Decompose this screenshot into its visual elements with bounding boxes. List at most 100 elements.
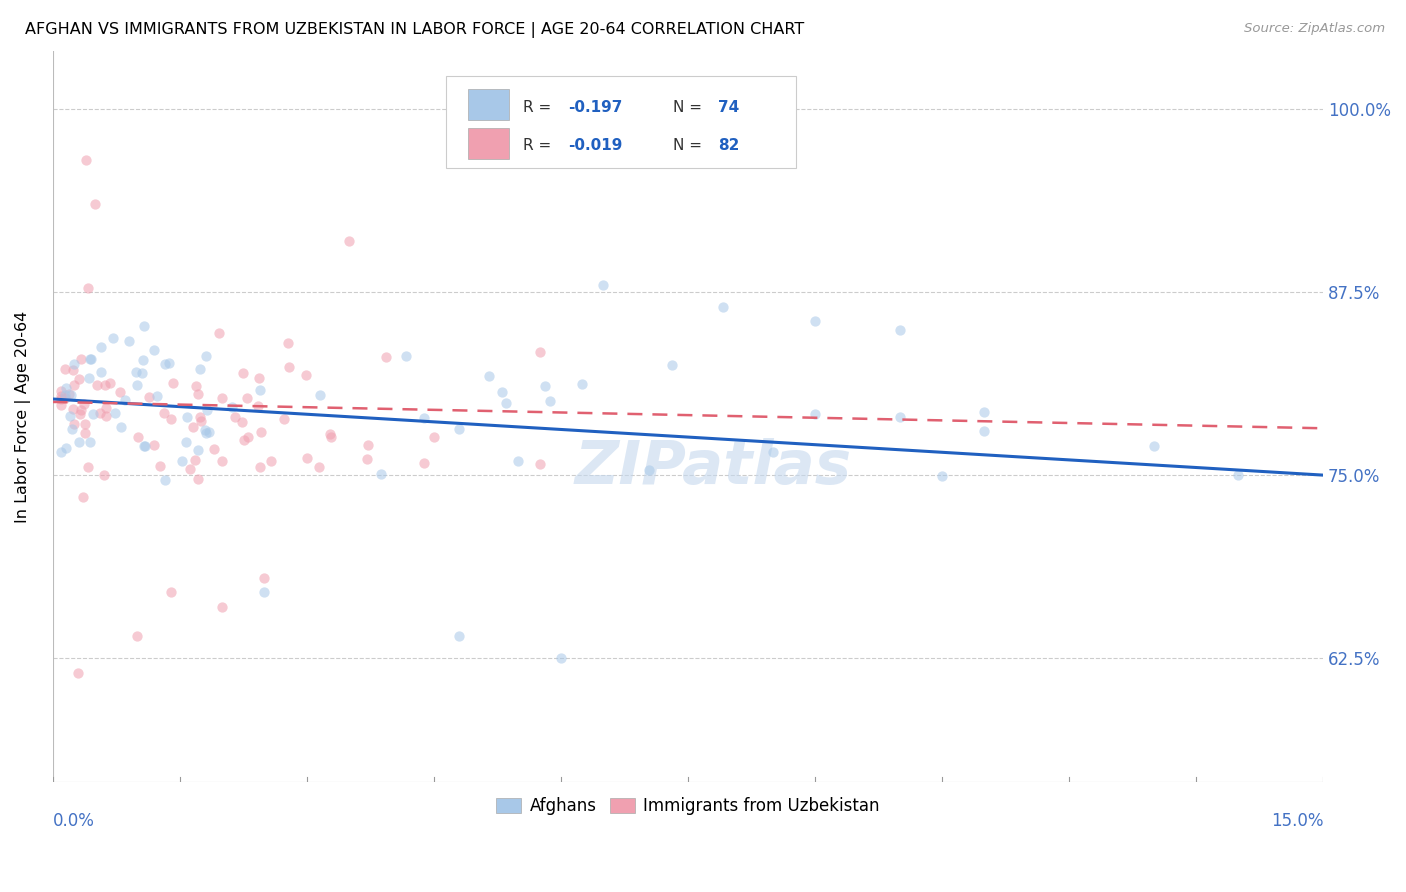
Point bbox=[1143, 439, 1166, 453]
Point bbox=[190, 413, 212, 427]
Text: 0.0%: 0.0% bbox=[52, 812, 94, 830]
Point bbox=[49, 389, 72, 403]
Text: N =: N = bbox=[672, 100, 706, 114]
Point bbox=[60, 422, 83, 436]
Point bbox=[86, 378, 108, 392]
Point bbox=[211, 391, 233, 405]
Point bbox=[202, 442, 225, 457]
Point bbox=[76, 460, 98, 475]
Text: -0.019: -0.019 bbox=[568, 138, 623, 153]
Point bbox=[449, 629, 471, 643]
Point bbox=[153, 473, 176, 487]
Point bbox=[179, 462, 201, 476]
Point bbox=[638, 463, 661, 477]
Point bbox=[89, 406, 111, 420]
Point bbox=[160, 412, 183, 426]
Point bbox=[413, 410, 436, 425]
Point bbox=[253, 585, 276, 599]
Point bbox=[236, 430, 259, 444]
Point bbox=[66, 665, 89, 680]
Point bbox=[114, 393, 136, 408]
Point bbox=[174, 434, 197, 449]
Point bbox=[170, 453, 193, 467]
Point bbox=[77, 371, 100, 385]
Point bbox=[249, 384, 271, 398]
Point bbox=[76, 281, 98, 295]
Point bbox=[889, 409, 911, 424]
Point bbox=[80, 352, 103, 367]
Point bbox=[534, 379, 557, 393]
Point bbox=[75, 153, 97, 168]
Point bbox=[69, 352, 91, 367]
Point bbox=[149, 458, 172, 473]
Point bbox=[62, 363, 84, 377]
Point bbox=[247, 371, 270, 385]
Point bbox=[59, 388, 82, 402]
FancyBboxPatch shape bbox=[468, 89, 509, 120]
Point bbox=[101, 331, 124, 345]
Point bbox=[592, 277, 614, 292]
Point bbox=[132, 318, 155, 333]
Point bbox=[72, 397, 94, 411]
Point bbox=[143, 438, 166, 452]
FancyBboxPatch shape bbox=[447, 77, 796, 168]
Point bbox=[973, 405, 995, 419]
Point bbox=[82, 407, 104, 421]
Text: N =: N = bbox=[672, 138, 706, 153]
Point bbox=[134, 439, 156, 453]
Point bbox=[63, 417, 86, 431]
Point bbox=[309, 388, 332, 402]
Point bbox=[529, 457, 551, 471]
Point bbox=[143, 343, 166, 357]
Point bbox=[232, 366, 254, 380]
Point bbox=[83, 197, 105, 211]
Point bbox=[508, 453, 530, 467]
Point bbox=[94, 409, 117, 423]
Point bbox=[194, 423, 217, 437]
Text: 74: 74 bbox=[718, 100, 740, 114]
Point bbox=[761, 445, 783, 459]
Point bbox=[246, 400, 269, 414]
Point bbox=[231, 415, 253, 429]
Point bbox=[187, 387, 209, 401]
Point bbox=[53, 361, 76, 376]
Point bbox=[550, 651, 572, 665]
Point bbox=[75, 426, 97, 441]
Point bbox=[889, 323, 911, 337]
Point bbox=[395, 350, 418, 364]
Text: 15.0%: 15.0% bbox=[1271, 812, 1323, 830]
Point bbox=[79, 435, 101, 450]
Point bbox=[423, 430, 446, 444]
Text: -0.197: -0.197 bbox=[568, 100, 623, 114]
Point bbox=[186, 378, 208, 392]
Point bbox=[176, 409, 198, 424]
Point bbox=[278, 359, 301, 374]
Point bbox=[375, 351, 398, 365]
Point bbox=[295, 450, 318, 465]
Point bbox=[49, 384, 72, 399]
Point bbox=[55, 442, 77, 456]
Text: AFGHAN VS IMMIGRANTS FROM UZBEKISTAN IN LABOR FORCE | AGE 20-64 CORRELATION CHAR: AFGHAN VS IMMIGRANTS FROM UZBEKISTAN IN … bbox=[25, 22, 804, 38]
Point bbox=[495, 396, 517, 410]
Point bbox=[72, 491, 94, 505]
Point bbox=[75, 417, 97, 431]
Point bbox=[447, 422, 470, 436]
Point bbox=[337, 234, 360, 248]
Point bbox=[59, 409, 82, 423]
Point bbox=[153, 357, 176, 371]
Y-axis label: In Labor Force | Age 20-64: In Labor Force | Age 20-64 bbox=[15, 310, 31, 523]
Point bbox=[713, 300, 735, 314]
Point bbox=[357, 438, 380, 452]
Point bbox=[62, 402, 84, 417]
Point bbox=[157, 356, 180, 370]
Point bbox=[53, 391, 76, 405]
Point bbox=[207, 326, 229, 340]
Point bbox=[70, 402, 93, 417]
Point bbox=[110, 420, 132, 434]
Text: R =: R = bbox=[523, 100, 555, 114]
Point bbox=[118, 334, 141, 348]
Point bbox=[138, 390, 160, 404]
Point bbox=[319, 429, 342, 443]
Point bbox=[211, 599, 233, 614]
Point bbox=[181, 420, 204, 434]
